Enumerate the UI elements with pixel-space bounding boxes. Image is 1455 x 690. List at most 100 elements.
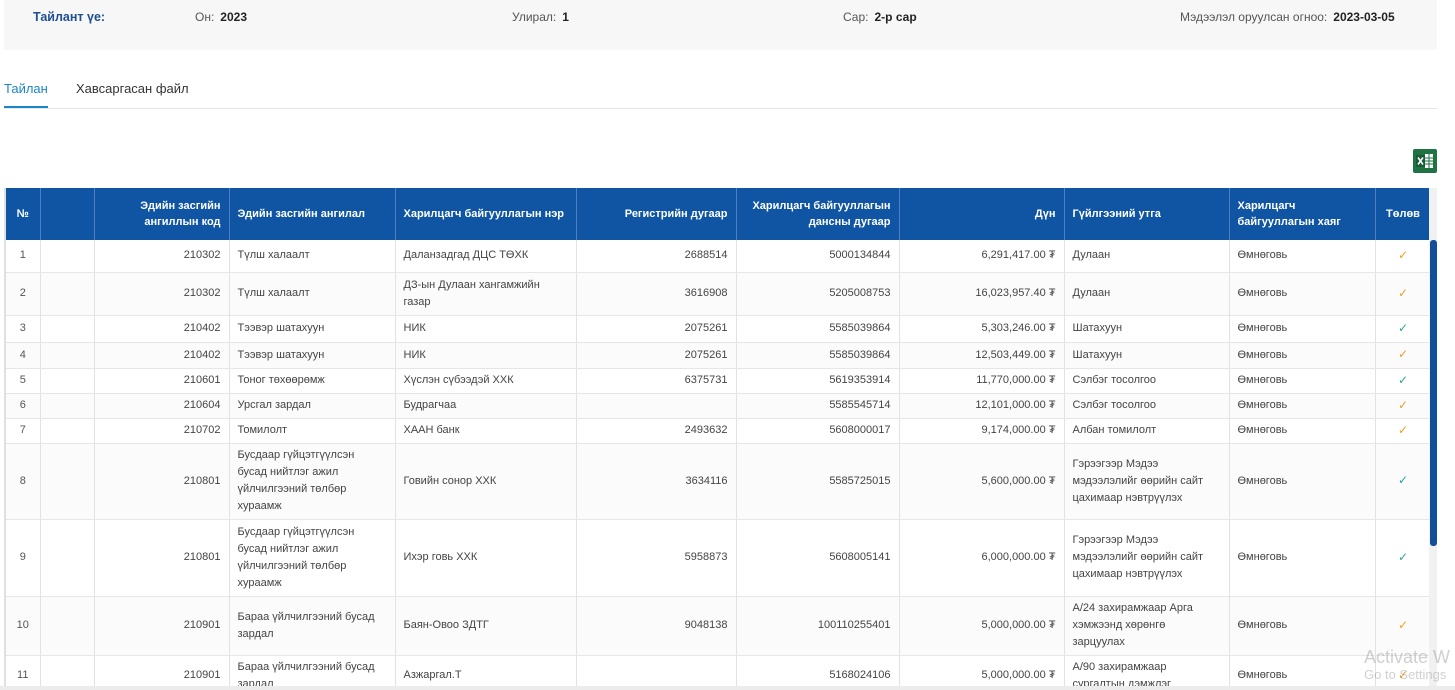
cell-org-name: Будрагчаа <box>395 393 577 419</box>
cell-status: ✓ <box>1375 315 1429 343</box>
cell-purpose: Шатахуун <box>1064 315 1230 343</box>
cell-econ-code: 210801 <box>94 443 230 520</box>
cell-registration: 3616908 <box>576 272 737 316</box>
cell-blank <box>40 443 95 520</box>
report-table: № Эдийн засгийн ангиллын код Эдийн засги… <box>6 188 1429 686</box>
column-header-number[interactable]: № <box>6 188 41 240</box>
cell-registration: 2075261 <box>576 342 737 369</box>
cell-econ-code: 210601 <box>94 368 230 394</box>
cell-econ-code: 210402 <box>94 315 230 343</box>
table-row[interactable]: 5 210601 Тоног төхөөрөмж Хүслэн сүбээдэй ХХ… <box>6 368 1429 394</box>
cell-number: 2 <box>6 272 41 316</box>
column-header-registration[interactable]: Регистрийн дугаар <box>576 188 737 240</box>
cell-status: ✓ <box>1375 240 1429 273</box>
cell-number: 8 <box>6 443 41 520</box>
month-value: 2-р сар <box>874 10 917 24</box>
table-row[interactable]: 1 210302 Түлш халаалт Даланзадгад ДЦС ТӨХК 2… <box>6 240 1429 273</box>
cell-econ-category: Бусдаар гүйцэтгүүлсэн бусад нийтлэг ажил… <box>229 519 396 597</box>
cell-account: 5585725015 <box>736 443 900 520</box>
status-check-icon: ✓ <box>1397 397 1409 412</box>
table-row[interactable]: 6 210604 Урсгал зардал Будрагчаа 5585545714 1… <box>6 393 1429 419</box>
entered-date-field: Мэдээлэл оруулсан огноо: 2023-03-05 <box>1180 10 1395 24</box>
cell-purpose: А/90 захирамжаар сургалтын дэмжлэг <box>1064 655 1230 686</box>
cell-number: 5 <box>6 368 41 394</box>
column-header-org-name[interactable]: Харилцагч байгууллагын нэр <box>395 188 577 240</box>
cell-account: 5205008753 <box>736 272 900 316</box>
cell-org-name: Баян-Овоо ЗДТГ <box>395 596 577 656</box>
cell-number: 4 <box>6 342 41 369</box>
cell-amount: 11,770,000.00 ₮ <box>899 368 1065 394</box>
cell-blank <box>40 418 95 444</box>
column-header-amount[interactable]: Дүн <box>899 188 1065 240</box>
status-check-icon: ✓ <box>1397 347 1409 361</box>
cell-purpose: Сэлбэг тосолгоо <box>1064 368 1230 394</box>
activation-watermark: Activate W Go to Settings <box>1364 648 1450 681</box>
watermark-line-2: Go to Settings <box>1364 667 1447 682</box>
report-table-container: № Эдийн засгийн ангиллын код Эдийн засги… <box>4 188 1429 686</box>
cell-account: 100110255401 <box>736 596 900 656</box>
cell-address: Өмнөговь <box>1229 418 1376 444</box>
cell-econ-category: Урсгал зардал <box>229 393 396 419</box>
cell-address: Өмнөговь <box>1229 596 1376 656</box>
cell-purpose: Шатахуун <box>1064 342 1230 369</box>
table-body: 1 210302 Түлш халаалт Даланзадгад ДЦС ТӨХК 2… <box>6 240 1429 686</box>
cell-status: ✓ <box>1375 655 1429 686</box>
cell-number: 10 <box>6 596 41 656</box>
tab-report[interactable]: Тайлан <box>4 81 48 108</box>
tab-bar: Тайлан Хавсаргасан файл <box>4 70 1437 109</box>
cell-econ-category: Бараа үйлчилгээний бусад зардал <box>229 655 396 686</box>
cell-registration: 2688514 <box>576 240 737 273</box>
table-row[interactable]: 2 210302 Түлш халаалт ДЗ-ын Дулаан хангамжи… <box>6 272 1429 316</box>
cell-address: Өмнөговь <box>1229 272 1376 316</box>
cell-address: Өмнөговь <box>1229 655 1376 686</box>
cell-registration <box>576 393 737 419</box>
export-excel-button[interactable] <box>1413 149 1437 173</box>
cell-purpose: Дулаан <box>1064 272 1230 316</box>
table-row[interactable]: 8 210801 Бусдаар гүйцэтгүүлсэн бусад нийтл… <box>6 443 1429 520</box>
cell-blank <box>40 393 95 419</box>
cell-org-name: Говийн сонор ХХК <box>395 443 577 520</box>
cell-econ-code: 210302 <box>94 272 230 316</box>
column-header-status[interactable]: Төлөв <box>1375 188 1429 240</box>
cell-econ-code: 210302 <box>94 240 230 273</box>
cell-registration: 9048138 <box>576 596 737 656</box>
cell-account: 5585039864 <box>736 342 900 369</box>
report-period-header: Тайлант үе: Он: 2023 Улирал: 1 Сар: 2-р сар… <box>4 0 1437 50</box>
cell-address: Өмнөговь <box>1229 240 1376 273</box>
cell-address: Өмнөговь <box>1229 342 1376 369</box>
column-header-account[interactable]: Харилцагч байгууллагын дансны дугаар <box>736 188 900 240</box>
cell-status: ✓ <box>1375 368 1429 394</box>
cell-registration: 3634116 <box>576 443 737 520</box>
cell-amount: 12,503,449.00 ₮ <box>899 342 1065 369</box>
cell-registration: 2493632 <box>576 418 737 444</box>
column-header-address[interactable]: Харилцагч байгууллагын хаяг <box>1229 188 1376 240</box>
table-row[interactable]: 11 210901 Бараа үйлчилгээний бусад зардал А… <box>6 655 1429 686</box>
tab-attached-file[interactable]: Хавсаргасан файл <box>76 81 189 96</box>
column-header-econ-code[interactable]: Эдийн засгийн ангиллын код <box>94 188 230 240</box>
cell-econ-category: Томилолт <box>229 418 396 444</box>
table-row[interactable]: 4 210402 Тээвэр шатахуун НИК 2075261 55850398… <box>6 342 1429 369</box>
table-row[interactable]: 9 210801 Бусдаар гүйцэтгүүлсэн бусад нийтл… <box>6 519 1429 597</box>
cell-amount: 6,291,417.00 ₮ <box>899 240 1065 273</box>
table-row[interactable]: 7 210702 Томилолт ХААН банк 2493632 560800001… <box>6 418 1429 444</box>
month-label: Сар: <box>843 10 869 24</box>
column-header-purpose[interactable]: Гүйлгээний утга <box>1064 188 1230 240</box>
column-header-econ-category[interactable]: Эдийн засгийн ангилал <box>229 188 396 240</box>
cell-econ-code: 210901 <box>94 655 230 686</box>
cell-number: 11 <box>6 655 41 686</box>
table-row[interactable]: 10 210901 Бараа үйлчилгээний бусад зардал Б… <box>6 596 1429 656</box>
cell-econ-code: 210402 <box>94 342 230 369</box>
cell-account: 5619353914 <box>736 368 900 394</box>
cell-blank <box>40 368 95 394</box>
column-header-blank[interactable] <box>40 188 95 240</box>
scrollbar-thumb[interactable] <box>1430 240 1437 546</box>
cell-number: 9 <box>6 519 41 597</box>
cell-org-name: ХААН банк <box>395 418 577 444</box>
cell-account: 5000134844 <box>736 240 900 273</box>
table-header-row: № Эдийн засгийн ангиллын код Эдийн засги… <box>6 188 1429 240</box>
table-row[interactable]: 3 210402 Тээвэр шатахуун НИК 2075261 55850398… <box>6 315 1429 343</box>
status-check-icon: ✓ <box>1397 247 1409 262</box>
cell-number: 6 <box>6 393 41 419</box>
status-check-icon: ✓ <box>1397 285 1409 300</box>
month-field: Сар: 2-р сар <box>843 10 917 24</box>
